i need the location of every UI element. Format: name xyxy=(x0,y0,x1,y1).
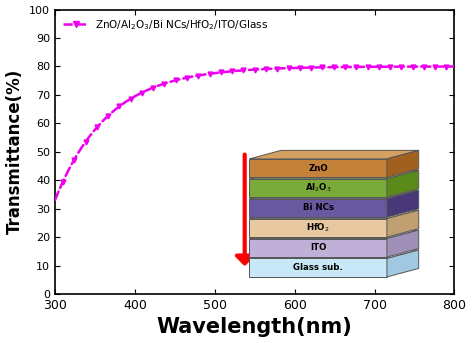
X-axis label: Wavelength(nm): Wavelength(nm) xyxy=(157,317,353,338)
Legend: ZnO/Al$_2$O$_3$/Bi NCs/HfO$_2$/ITO/Glass: ZnO/Al$_2$O$_3$/Bi NCs/HfO$_2$/ITO/Glass xyxy=(60,15,270,35)
Y-axis label: Transmittance(%): Transmittance(%) xyxy=(6,69,24,234)
